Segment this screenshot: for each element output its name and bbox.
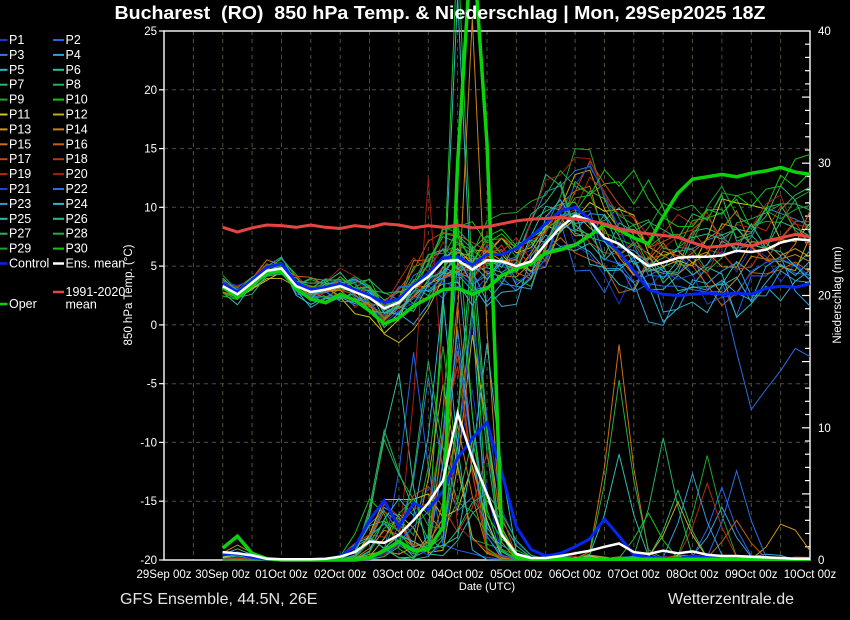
svg-text:08Oct 00z: 08Oct 00z bbox=[666, 569, 719, 581]
svg-text:06Oct 00z: 06Oct 00z bbox=[549, 569, 602, 581]
svg-text:05Oct 00z: 05Oct 00z bbox=[490, 569, 543, 581]
svg-text:10: 10 bbox=[818, 423, 831, 435]
svg-text:30: 30 bbox=[818, 158, 831, 170]
svg-text:P6: P6 bbox=[66, 63, 81, 77]
svg-text:P22: P22 bbox=[66, 182, 88, 196]
svg-text:P30: P30 bbox=[66, 242, 88, 256]
svg-text:P18: P18 bbox=[66, 152, 88, 166]
svg-text:P29: P29 bbox=[9, 242, 31, 256]
svg-text:10: 10 bbox=[144, 202, 157, 214]
svg-text:03Oct 00z: 03Oct 00z bbox=[373, 569, 426, 581]
svg-text:P9: P9 bbox=[9, 93, 24, 107]
svg-text:P2: P2 bbox=[66, 33, 81, 47]
svg-text:P19: P19 bbox=[9, 167, 31, 181]
svg-text:P14: P14 bbox=[66, 122, 88, 136]
svg-text:Date (UTC): Date (UTC) bbox=[459, 581, 515, 593]
svg-text:P20: P20 bbox=[66, 167, 88, 181]
svg-text:P24: P24 bbox=[66, 197, 88, 211]
svg-text:25: 25 bbox=[144, 26, 157, 38]
svg-text:Bucharest (RO) 850 hPa Temp.: Bucharest (RO) 850 hPa Temp. & Niedersch… bbox=[115, 3, 766, 23]
svg-text:P15: P15 bbox=[9, 137, 31, 151]
svg-text:P26: P26 bbox=[66, 212, 88, 226]
svg-text:P11: P11 bbox=[9, 108, 30, 122]
svg-text:P16: P16 bbox=[66, 137, 88, 151]
svg-text:P7: P7 bbox=[9, 78, 24, 92]
svg-text:P28: P28 bbox=[66, 227, 88, 241]
svg-text:850 hPa Temp. (°C): 850 hPa Temp. (°C) bbox=[123, 244, 135, 345]
svg-text:-15: -15 bbox=[140, 496, 157, 508]
svg-text:0: 0 bbox=[151, 320, 157, 332]
svg-text:-5: -5 bbox=[147, 379, 157, 391]
svg-text:P3: P3 bbox=[9, 48, 24, 62]
svg-text:-20: -20 bbox=[140, 555, 157, 567]
svg-text:09Oct 00z: 09Oct 00z bbox=[725, 569, 778, 581]
svg-text:29Sep 00z: 29Sep 00z bbox=[137, 569, 192, 581]
svg-text:P8: P8 bbox=[66, 78, 81, 92]
svg-text:5: 5 bbox=[151, 261, 157, 273]
svg-text:-10: -10 bbox=[140, 437, 157, 449]
svg-text:mean: mean bbox=[66, 298, 97, 312]
svg-text:20: 20 bbox=[818, 291, 831, 303]
svg-text:P1: P1 bbox=[9, 33, 24, 47]
svg-text:Niederschlag (mm): Niederschlag (mm) bbox=[832, 246, 844, 343]
svg-text:20: 20 bbox=[144, 85, 157, 97]
svg-text:30Sep 00z: 30Sep 00z bbox=[195, 569, 250, 581]
svg-text:P5: P5 bbox=[9, 63, 24, 77]
svg-text:GFS Ensemble, 44.5N, 26E: GFS Ensemble, 44.5N, 26E bbox=[120, 591, 317, 608]
svg-text:Control: Control bbox=[9, 257, 49, 271]
svg-text:0: 0 bbox=[818, 555, 824, 567]
svg-text:02Oct 00z: 02Oct 00z bbox=[314, 569, 367, 581]
svg-text:Ens. mean: Ens. mean bbox=[66, 257, 126, 271]
svg-text:1991-2020: 1991-2020 bbox=[66, 285, 126, 299]
svg-text:P25: P25 bbox=[9, 212, 31, 226]
svg-text:01Oct 00z: 01Oct 00z bbox=[255, 569, 308, 581]
svg-text:Oper: Oper bbox=[9, 297, 37, 311]
svg-text:P12: P12 bbox=[66, 108, 88, 122]
svg-text:P23: P23 bbox=[9, 197, 31, 211]
svg-text:P10: P10 bbox=[66, 93, 88, 107]
svg-text:10Oct 00z: 10Oct 00z bbox=[784, 569, 837, 581]
svg-text:P17: P17 bbox=[9, 152, 31, 166]
svg-text:P4: P4 bbox=[66, 48, 81, 62]
svg-text:07Oct 00z: 07Oct 00z bbox=[608, 569, 661, 581]
svg-text:15: 15 bbox=[144, 144, 157, 156]
svg-text:40: 40 bbox=[818, 26, 831, 38]
svg-text:04Oct 00z: 04Oct 00z bbox=[431, 569, 484, 581]
svg-text:Wetterzentrale.de: Wetterzentrale.de bbox=[668, 591, 794, 608]
svg-text:P21: P21 bbox=[9, 182, 31, 196]
svg-text:P13: P13 bbox=[9, 122, 31, 136]
svg-text:P27: P27 bbox=[9, 227, 31, 241]
